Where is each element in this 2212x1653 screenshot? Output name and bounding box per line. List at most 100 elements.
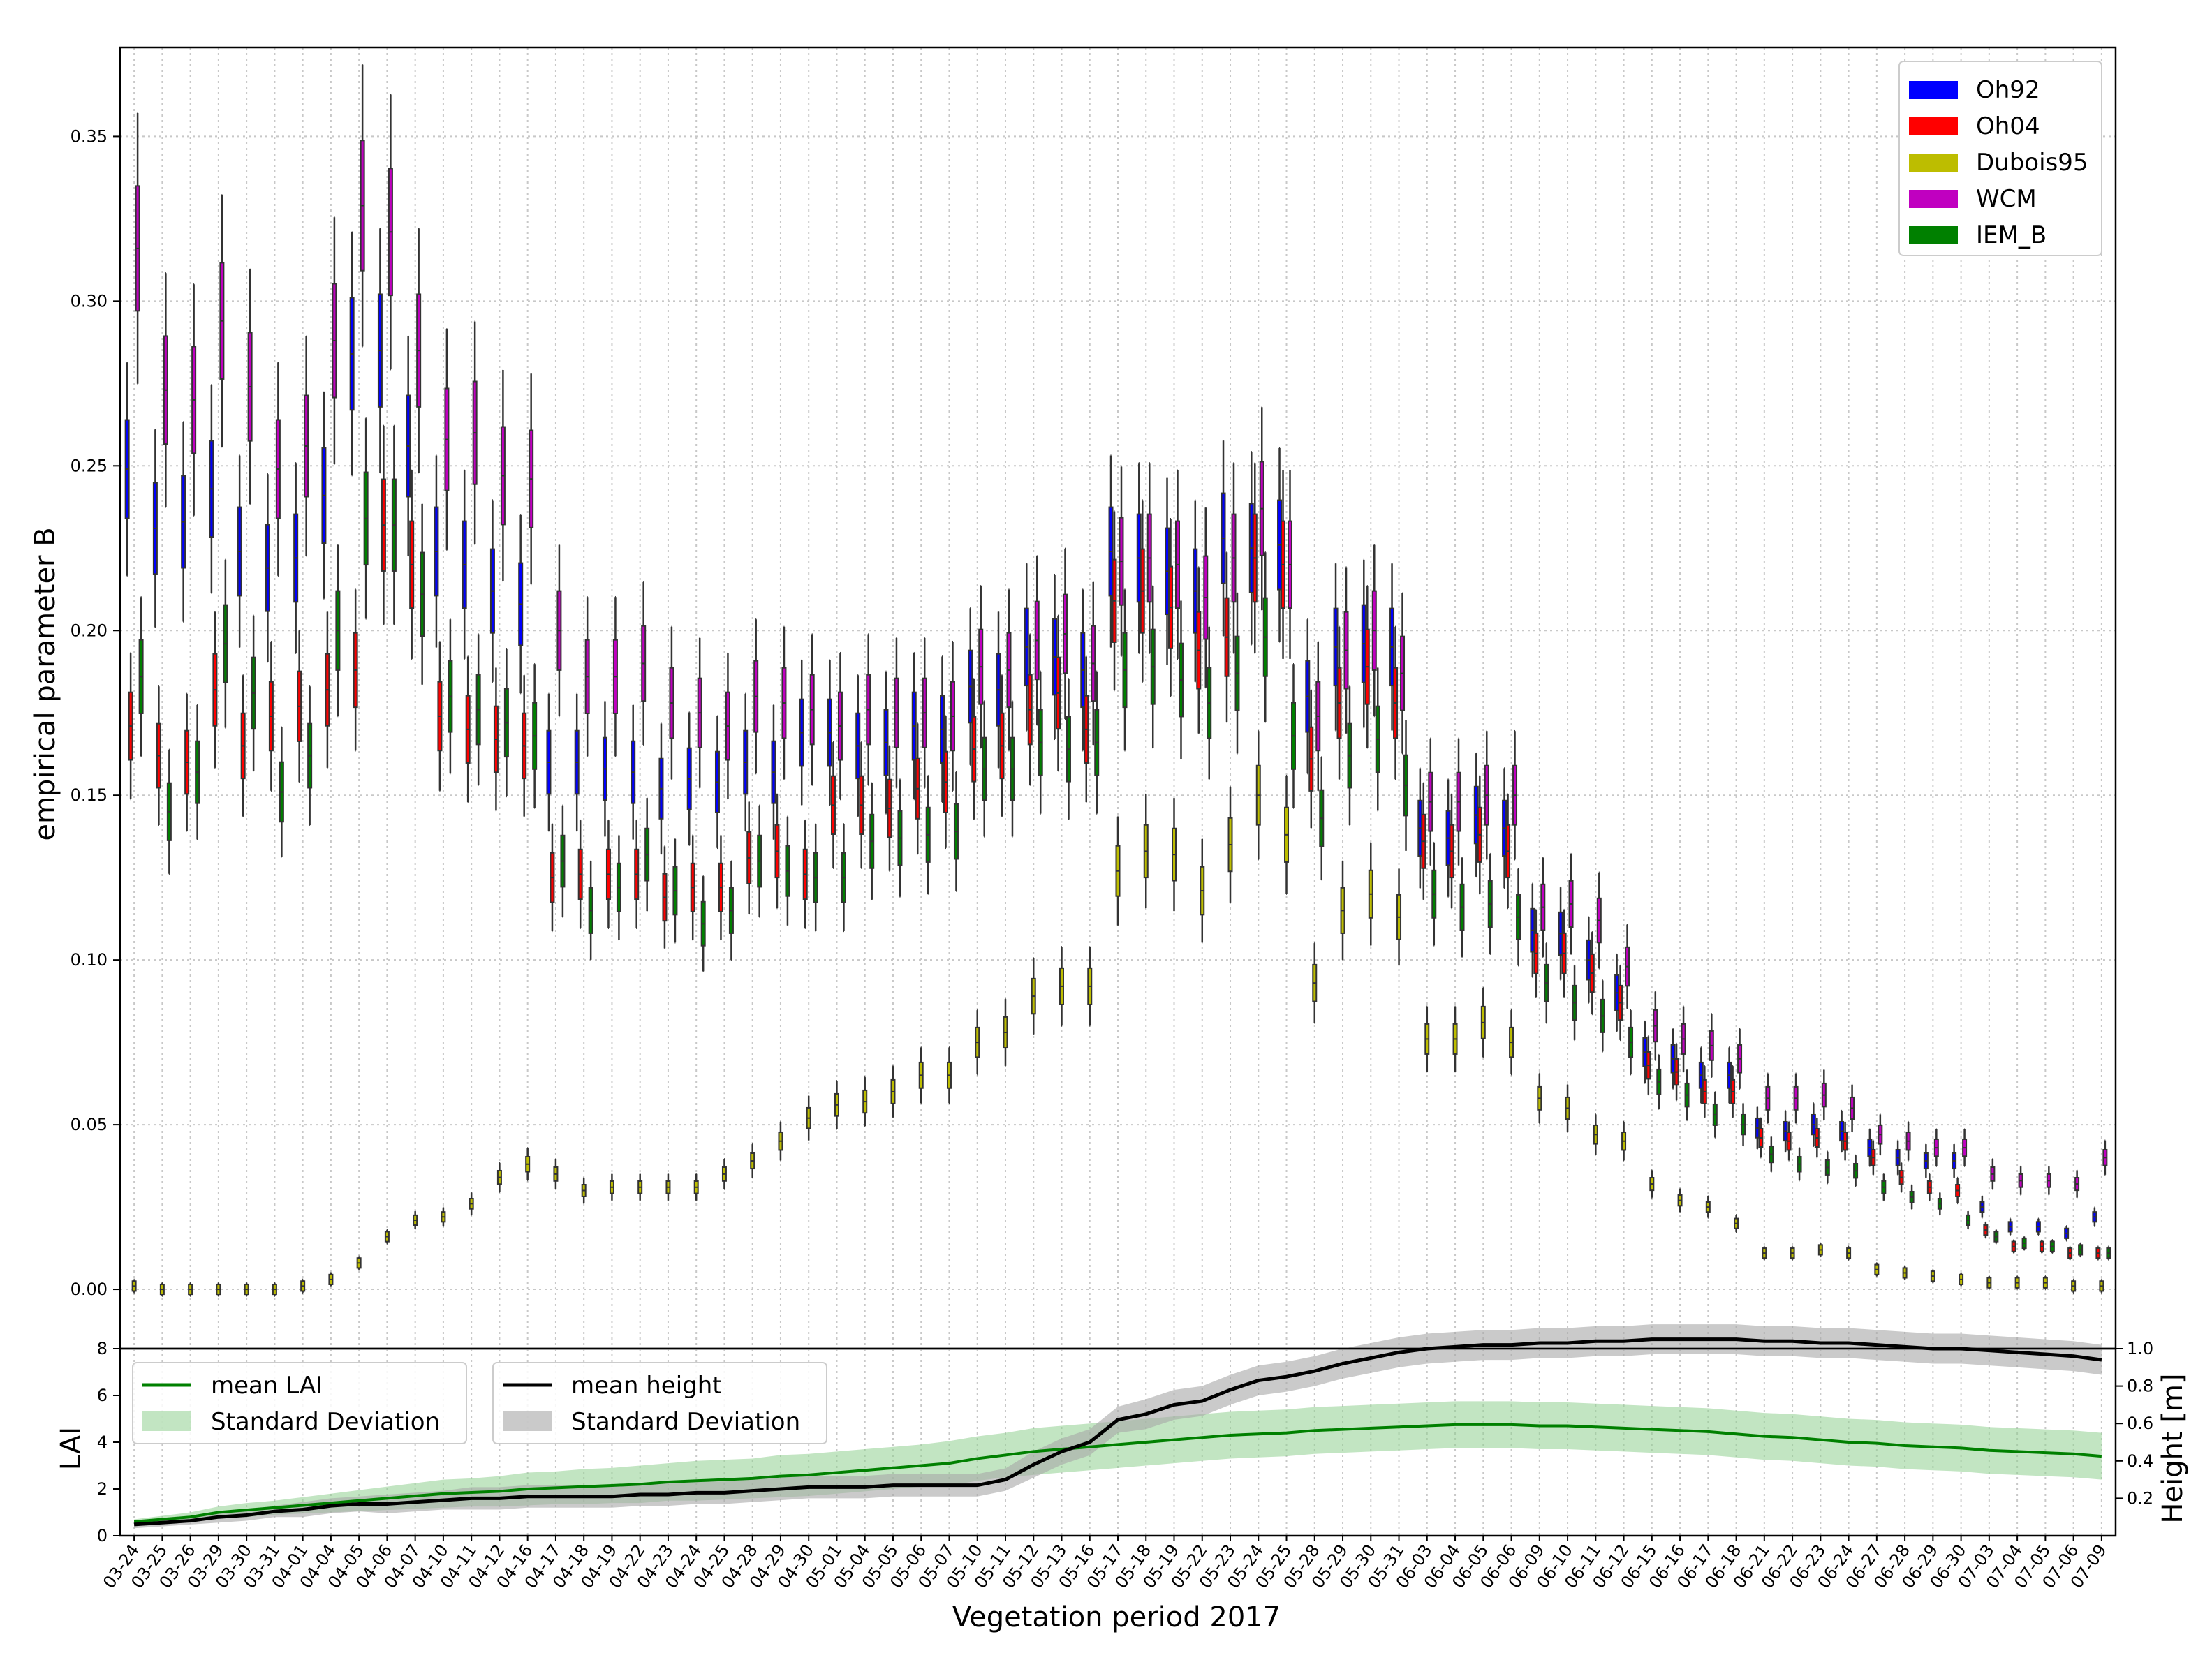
box-iem_b — [1966, 1210, 1971, 1231]
box-dubois95 — [1986, 1275, 1992, 1291]
box-dubois95 — [2071, 1278, 2077, 1294]
box-iem_b — [644, 796, 650, 912]
box-oh92 — [940, 655, 945, 803]
box-oh92 — [434, 454, 439, 648]
box-wcm — [1821, 1069, 1827, 1122]
box-dubois95 — [890, 1065, 896, 1118]
box-wcm — [1259, 406, 1264, 611]
box-oh92 — [124, 362, 130, 577]
box-dubois95 — [525, 1147, 531, 1182]
box-oh92 — [771, 704, 776, 840]
bottom-y2-axis-label: Height [m] — [2157, 1373, 2189, 1523]
box-dubois95 — [1817, 1242, 1823, 1258]
lai-legend-band — [142, 1411, 191, 1431]
box-dubois95 — [1762, 1245, 1767, 1261]
box-iem_b — [138, 595, 144, 757]
box-dubois95 — [1115, 815, 1121, 926]
top-panel-boxplot: 0.00 0.05 0.10 0.15 0.20 0.25 0.30 0.35 Oh92 Oh04… — [71, 46, 2117, 1350]
box-iem_b — [1234, 592, 1240, 755]
box-iem_b — [1262, 551, 1268, 723]
bottom-y-axis-label: LAI — [55, 1427, 87, 1470]
top-ytick-label: 0.00 — [71, 1280, 108, 1299]
box-oh04 — [1730, 1065, 1736, 1118]
height-legend-box — [492, 1362, 827, 1444]
box-oh04 — [1140, 499, 1145, 683]
legend-swatch-wcm — [1909, 190, 1958, 208]
box-iem_b — [166, 748, 172, 875]
bottom-y2tick-label: 0.2 — [2127, 1488, 2153, 1508]
box-wcm — [191, 283, 197, 517]
box-dubois95 — [1087, 946, 1093, 1027]
box-oh92 — [489, 499, 495, 683]
box-wcm — [2074, 1169, 2080, 1199]
box-iem_b — [1375, 667, 1380, 812]
box-oh92 — [2035, 1217, 2041, 1236]
box-oh92 — [855, 674, 861, 817]
box-wcm — [1034, 555, 1040, 726]
box-oh04 — [1252, 462, 1258, 654]
box-iem_b — [841, 823, 846, 933]
box-oh04 — [999, 674, 1005, 817]
box-dubois95 — [356, 1255, 362, 1270]
box-oh04 — [240, 674, 246, 817]
box-wcm — [1765, 1072, 1771, 1125]
box-wcm — [163, 272, 168, 508]
box-iem_b — [869, 782, 875, 900]
box-wcm — [1653, 991, 1658, 1061]
box-wcm — [416, 228, 422, 474]
box-wcm — [1343, 566, 1349, 734]
box-iem_b — [1459, 857, 1465, 958]
box-oh92 — [1530, 882, 1535, 978]
box-iem_b — [785, 815, 790, 926]
box-oh04 — [915, 722, 920, 855]
box-oh04 — [1393, 625, 1399, 780]
box-wcm — [612, 595, 618, 757]
box-oh04 — [184, 692, 190, 832]
box-oh92 — [293, 462, 299, 654]
box-wcm — [275, 362, 281, 577]
box-oh04 — [1589, 931, 1595, 1016]
box-iem_b — [2106, 1245, 2111, 1261]
box-iem_b — [1909, 1184, 1915, 1210]
box-iem_b — [1487, 852, 1493, 955]
top-ytick-label: 0.25 — [71, 456, 108, 475]
box-iem_b — [223, 558, 228, 729]
box-wcm — [669, 625, 674, 780]
box-dubois95 — [244, 1282, 249, 1297]
box-oh92 — [686, 711, 692, 846]
box-dubois95 — [1396, 868, 1402, 967]
box-oh04 — [1646, 1035, 1651, 1096]
box-wcm — [1512, 729, 1518, 861]
box-oh04 — [1758, 1117, 1764, 1159]
box-oh04 — [887, 745, 892, 872]
box-oh92 — [1558, 886, 1563, 981]
box-iem_b — [1600, 979, 1605, 1053]
box-dubois95 — [1565, 1083, 1570, 1133]
box-dubois95 — [806, 1095, 811, 1141]
box-dubois95 — [1340, 860, 1345, 961]
box-iem_b — [1010, 700, 1015, 838]
box-iem_b — [588, 860, 593, 961]
box-iem_b — [1684, 1069, 1690, 1122]
box-dubois95 — [1846, 1245, 1852, 1261]
box-wcm — [1681, 1005, 1686, 1073]
box-iem_b — [279, 726, 284, 858]
box-oh04 — [1814, 1117, 1820, 1159]
box-oh04 — [746, 801, 752, 915]
box-iem_b — [1066, 678, 1071, 821]
legend-swatch-dubois95 — [1909, 154, 1958, 172]
box-dubois95 — [609, 1173, 614, 1202]
box-oh92 — [1221, 440, 1226, 637]
box-iem_b — [391, 424, 397, 625]
box-dubois95 — [918, 1046, 924, 1104]
box-oh04 — [718, 834, 723, 941]
box-iem_b — [616, 834, 621, 941]
box-oh04 — [1561, 908, 1567, 998]
box-iem_b — [1937, 1192, 1942, 1216]
box-oh04 — [662, 845, 668, 949]
box-iem_b — [335, 544, 341, 718]
box-iem_b — [982, 700, 987, 838]
box-iem_b — [1544, 942, 1549, 1024]
box-iem_b — [757, 804, 762, 918]
